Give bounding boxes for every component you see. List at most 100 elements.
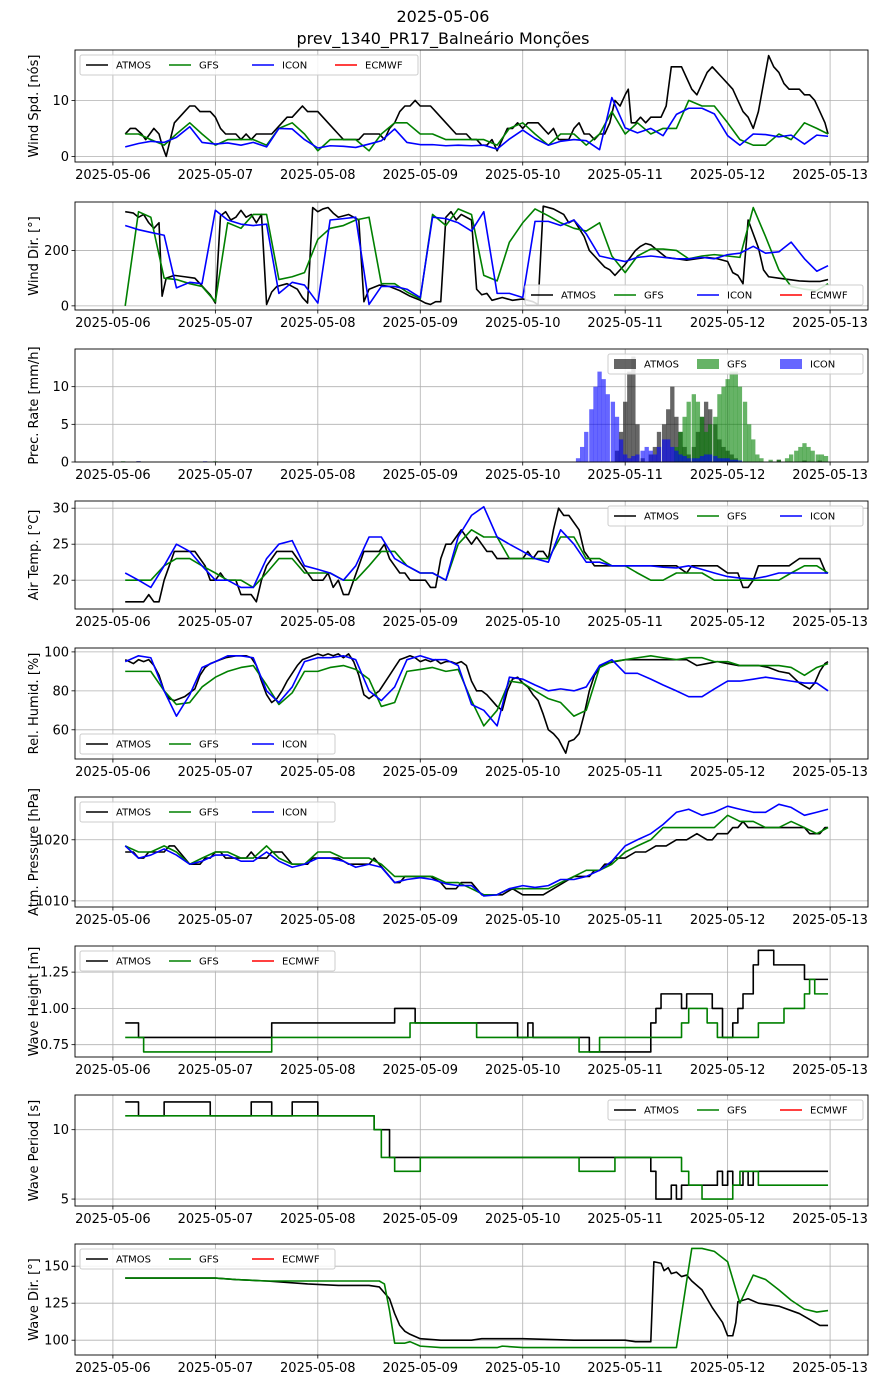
y-tick-label: 0 <box>61 150 69 165</box>
panel-8: 2025-05-06 2025-05-07 2025-05-08 2025-05-09… <box>27 1094 869 1227</box>
axes-frame <box>74 49 869 163</box>
x-tick-label: 2025-05-09 <box>382 1063 458 1078</box>
bar-icon <box>725 458 730 462</box>
panel-1: 2025-05-06 2025-05-07 2025-05-08 2025-05-09… <box>27 49 869 183</box>
line-gfs <box>125 529 829 589</box>
line-gfs <box>125 1247 829 1349</box>
x-tick-label: 2025-05-07 <box>178 615 254 630</box>
bar-icon <box>597 371 602 462</box>
bar-gfs <box>819 454 825 462</box>
bar-gfs <box>691 394 696 462</box>
bar-gfs <box>721 386 726 462</box>
legend-swatch-icon <box>780 359 802 369</box>
bar-atmos <box>623 401 628 462</box>
x-tick-label: 2025-05-10 <box>485 316 561 331</box>
x-tick-label: 2025-05-08 <box>280 1212 356 1227</box>
bar-icon <box>661 439 667 462</box>
y-axis-label: Wind Spd. [nós] <box>27 55 42 158</box>
legend-label-atmos: ATMOS <box>116 1255 151 1266</box>
bar-icon <box>605 394 610 462</box>
axes-frame <box>74 1243 869 1356</box>
bar-icon <box>678 454 683 462</box>
bar-gfs <box>751 439 756 462</box>
bar-gfs <box>798 446 803 462</box>
figure-subtitle: prev_1340_PR17_Balneário Monções <box>296 29 590 48</box>
series-group <box>124 653 829 754</box>
y-tick-label: 1010 <box>36 894 69 909</box>
legend-label-icon: ICON <box>282 61 307 72</box>
bar-icon <box>656 446 662 462</box>
legend-label-gfs: GFS <box>727 512 747 523</box>
legend-label-icon: ICON <box>810 512 835 523</box>
x-tick-label: 2025-05-13 <box>792 615 868 630</box>
legend: ATMOS GFS ICON ECMWF <box>524 284 864 306</box>
bar-gfs <box>747 424 752 462</box>
legend-label-gfs: GFS <box>199 808 219 819</box>
y-tick-label: 10 <box>52 380 69 395</box>
y-axis-label: Rel. Humid. [%] <box>27 653 42 755</box>
y-tick-label: 10 <box>52 94 69 109</box>
y-tick-label: 25 <box>52 538 69 553</box>
x-tick-label: 2025-05-08 <box>280 765 356 780</box>
bar-gfs <box>794 450 799 462</box>
series-group <box>125 1247 829 1349</box>
legend-label-atmos: ATMOS <box>644 1106 679 1117</box>
legend-label-atmos: ATMOS <box>644 512 679 523</box>
bar-icon <box>593 386 598 462</box>
bar-icon <box>589 409 594 462</box>
line-icon <box>124 803 829 897</box>
bar-atmos <box>666 409 671 462</box>
bar-gfs <box>708 424 713 462</box>
bar-icon <box>721 458 726 462</box>
bar-gfs <box>768 459 773 462</box>
x-tick-label: 2025-05-07 <box>178 168 254 183</box>
x-tick-label: 2025-05-11 <box>587 615 663 630</box>
legend-label-ecmwf: ECMWF <box>282 957 320 968</box>
y-tick-label: 5 <box>61 418 69 433</box>
y-tick-label: 30 <box>52 502 69 517</box>
panel-3: 2025-05-06 2025-05-07 2025-05-08 2025-05-09… <box>27 346 869 483</box>
x-tick-label: 2025-05-07 <box>178 765 254 780</box>
x-tick-label: 2025-05-12 <box>690 765 766 780</box>
bar-icon <box>618 439 624 462</box>
legend-label-gfs: GFS <box>199 957 219 968</box>
panel-6: 2025-05-06 2025-05-07 2025-05-08 2025-05-09… <box>27 788 869 928</box>
x-tick-label: 2025-05-11 <box>587 168 663 183</box>
bar-atmos <box>674 416 679 462</box>
legend: ATMOS GFS ICON <box>79 733 336 755</box>
y-tick-label: 10 <box>52 1123 69 1138</box>
x-tick-label: 2025-05-07 <box>178 316 254 331</box>
x-tick-label: 2025-05-08 <box>280 913 356 928</box>
legend-label-atmos: ATMOS <box>116 957 151 968</box>
y-tick-label: 0 <box>61 299 69 314</box>
bar-icon <box>686 458 691 462</box>
x-tick-label: 2025-05-09 <box>382 1212 458 1227</box>
bar-gfs <box>678 431 683 462</box>
y-axis-label: Atm. Pressure [hPa] <box>27 788 42 916</box>
figure-title-block: 2025-05-06 prev_1340_PR17_Balneário Monç… <box>0 6 886 50</box>
legend-box <box>607 1099 864 1121</box>
x-tick-label: 2025-05-11 <box>587 913 663 928</box>
legend-box <box>79 1248 336 1270</box>
y-tick-label: 80 <box>52 684 69 699</box>
line-icon <box>124 505 829 589</box>
line-gfs <box>125 978 829 1053</box>
y-tick-label: 1.25 <box>40 966 69 981</box>
bar-gfs <box>810 450 815 462</box>
x-tick-label: 2025-05-06 <box>75 316 151 331</box>
x-tick-label: 2025-05-12 <box>690 913 766 928</box>
legend-label-atmos: ATMOS <box>116 808 151 819</box>
y-tick-label: 1020 <box>36 833 69 848</box>
bar-gfs <box>725 379 730 462</box>
x-tick-label: 2025-05-08 <box>280 168 356 183</box>
y-tick-label: 100 <box>44 645 69 660</box>
bar-icon <box>627 458 632 462</box>
line-atmos <box>125 949 829 1053</box>
legend-label-gfs: GFS <box>199 61 219 72</box>
legend: ATMOS GFS ECMWF <box>607 1099 864 1121</box>
bar-gfs <box>703 431 709 462</box>
x-tick-label: 2025-05-13 <box>792 468 868 483</box>
bar-icon <box>579 446 585 462</box>
legend-label-ecmwf: ECMWF <box>365 61 403 72</box>
x-tick-label: 2025-05-09 <box>382 913 458 928</box>
